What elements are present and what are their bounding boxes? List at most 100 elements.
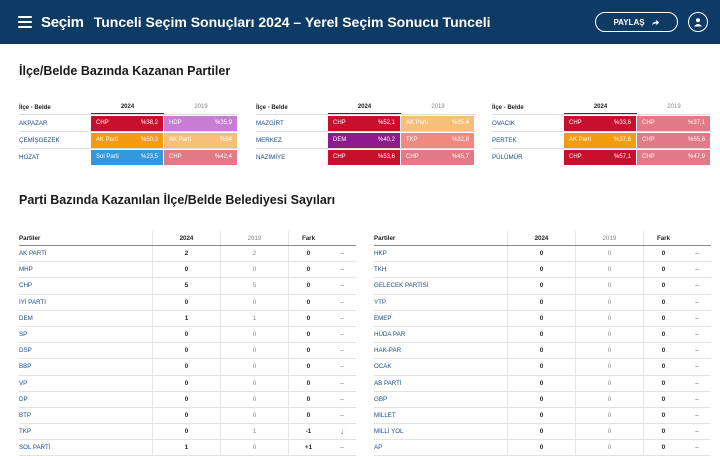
party-name[interactable]: BTP: [19, 411, 32, 419]
winner-row[interactable]: OVACIK CHP %33,6 CHP %37,1: [492, 114, 711, 131]
party-row[interactable]: DP 0 0 0–: [19, 391, 356, 408]
party-name[interactable]: DEM: [19, 314, 33, 322]
down-arrow-icon: ↓: [340, 427, 344, 437]
brand-logo[interactable]: Seçim: [41, 13, 84, 31]
party-name[interactable]: SP: [19, 331, 28, 339]
party-row[interactable]: HÜDA PAR 0 0 0–: [374, 326, 711, 344]
share-button[interactable]: PAYLAŞ: [595, 12, 678, 32]
party-row[interactable]: VP 0 0 0–: [19, 375, 356, 392]
party-row[interactable]: MİLLİ YOL 0 0 0–: [374, 424, 711, 441]
winner-2019-pct: %45,7: [451, 154, 469, 160]
count-2019: 1: [220, 424, 288, 440]
party-name[interactable]: İYİ PARTİ: [19, 298, 46, 306]
count-diff: 0: [288, 343, 328, 359]
party-name[interactable]: YTP: [374, 298, 387, 306]
party-name[interactable]: GELECEK PARTİSİ: [374, 282, 429, 290]
winner-row[interactable]: NAZIMİYE CHP %53,6 CHP %45,7: [256, 148, 475, 165]
count-diff: 0: [643, 294, 683, 310]
party-row[interactable]: SOL PARTİ 1 0 +1 –: [19, 440, 356, 457]
party-name[interactable]: AP: [374, 444, 383, 452]
party-name[interactable]: DP: [19, 395, 28, 403]
winner-row[interactable]: MERKEZ DEM %40,2 TKP %32,8: [256, 131, 475, 148]
count-2024: 0: [152, 294, 220, 310]
count-2024: 0: [152, 407, 220, 424]
party-name[interactable]: SOL PARTİ: [19, 444, 51, 452]
user-account-button[interactable]: [688, 12, 708, 32]
count-2024: 0: [507, 246, 575, 262]
count-diff: 0: [643, 278, 683, 294]
count-2024: 1: [152, 440, 220, 456]
district-name[interactable]: MAZGİRT: [256, 119, 284, 127]
party-row[interactable]: İYİ PARTİ 0 0 0–: [19, 294, 356, 311]
party-name[interactable]: TKP: [19, 428, 32, 436]
party-name[interactable]: BBP: [19, 363, 32, 371]
party-name[interactable]: MİLLET: [374, 411, 396, 419]
district-name[interactable]: PERTEK: [492, 136, 517, 144]
winner-2019-cell: HDP %35,9: [164, 115, 237, 131]
count-2019: 2: [220, 246, 288, 262]
party-row[interactable]: BBP 0 0 0–: [19, 359, 356, 376]
winner-2019-pct: %42,4: [214, 154, 232, 160]
count-diff: 0: [643, 310, 683, 326]
party-row[interactable]: TKH 0 0 0–: [374, 262, 711, 279]
party-row[interactable]: GBP 0 0 0–: [374, 391, 711, 408]
party-row[interactable]: AB PARTİ 0 0 0–: [374, 375, 711, 392]
party-name[interactable]: MHP: [19, 266, 33, 274]
party-row[interactable]: SP 0 0 0–: [19, 326, 356, 344]
winner-row[interactable]: HOZAT Sol Parti %23,5 CHP %42,4: [19, 148, 238, 165]
party-name[interactable]: OCAK: [374, 363, 392, 371]
count-2019: 0: [220, 375, 288, 391]
winner-2019-cell: CHP %45,7: [401, 149, 474, 165]
count-2019: 0: [575, 278, 643, 294]
party-name[interactable]: DSP: [19, 347, 32, 355]
menu-icon[interactable]: [18, 16, 32, 28]
col-diff-header: Fark: [643, 231, 683, 245]
count-2019: 5: [220, 278, 288, 294]
party-name[interactable]: CHP: [19, 282, 33, 290]
party-row[interactable]: GELECEK PARTİSİ 0 0 0–: [374, 278, 711, 295]
no-change-icon: –: [340, 298, 344, 306]
party-name[interactable]: EMEP: [374, 314, 392, 322]
winner-row[interactable]: MAZGİRT CHP %52,1 AK Parti %35,4: [256, 114, 475, 131]
party-row[interactable]: EMEP 0 0 0–: [374, 310, 711, 327]
district-name[interactable]: NAZIMİYE: [256, 153, 286, 161]
party-name[interactable]: HAK-PAR: [374, 347, 402, 355]
party-name[interactable]: VP: [19, 379, 28, 387]
party-row[interactable]: YTP 0 0 0–: [374, 294, 711, 311]
party-row[interactable]: DSP 0 0 0–: [19, 343, 356, 360]
party-row[interactable]: HKP 0 0 0–: [374, 246, 711, 263]
district-name[interactable]: HOZAT: [19, 153, 40, 161]
party-row[interactable]: DEM 1 1 0–: [19, 310, 356, 327]
winners-header-row: İlçe - Belde 2024 2019: [492, 101, 711, 114]
party-row[interactable]: AP 0 0 0–: [374, 440, 711, 457]
party-row[interactable]: MİLLET 0 0 0–: [374, 407, 711, 425]
district-name[interactable]: MERKEZ: [256, 136, 282, 144]
winner-row[interactable]: PERTEK AK Parti %37,6 CHP %55,6: [492, 131, 711, 148]
party-name[interactable]: AK PARTİ: [19, 250, 47, 258]
party-name[interactable]: TKH: [374, 266, 387, 274]
col-trend-header: [328, 231, 356, 245]
district-name[interactable]: AKPAZAR: [19, 119, 48, 127]
party-row[interactable]: BTP 0 0 0–: [19, 407, 356, 425]
no-change-icon: –: [340, 379, 344, 387]
party-row[interactable]: AK PARTİ 2 2 0–: [19, 246, 356, 263]
winner-row[interactable]: AKPAZAR CHP %38,2 HDP %35,9: [19, 114, 238, 131]
party-table-header: Partiler 2024 2019 Fark: [374, 231, 711, 246]
winner-row[interactable]: ÇEMİŞGEZEK AK Parti %50,3 AK Parti %54: [19, 131, 238, 148]
party-row[interactable]: HAK-PAR 0 0 0–: [374, 343, 711, 360]
party-name[interactable]: AB PARTİ: [374, 379, 402, 387]
party-row[interactable]: MHP 0 0 0–: [19, 262, 356, 279]
party-name[interactable]: HÜDA PAR: [374, 331, 406, 339]
party-row[interactable]: CHP 5 5 0–: [19, 278, 356, 295]
district-name[interactable]: PÜLÜMÜR: [492, 153, 523, 161]
party-row[interactable]: TKP 0 1 -1 ↓: [19, 424, 356, 441]
winner-row[interactable]: PÜLÜMÜR CHP %57,1 CHP %47,9: [492, 148, 711, 165]
party-name[interactable]: HKP: [374, 250, 387, 258]
party-row[interactable]: OCAK 0 0 0–: [374, 359, 711, 376]
party-name[interactable]: MİLLİ YOL: [374, 428, 404, 436]
share-arrow-icon: [651, 19, 659, 25]
district-name[interactable]: ÇEMİŞGEZEK: [19, 136, 60, 144]
count-2024: 0: [152, 391, 220, 407]
district-name[interactable]: OVACIK: [492, 119, 515, 127]
party-name[interactable]: GBP: [374, 395, 388, 403]
